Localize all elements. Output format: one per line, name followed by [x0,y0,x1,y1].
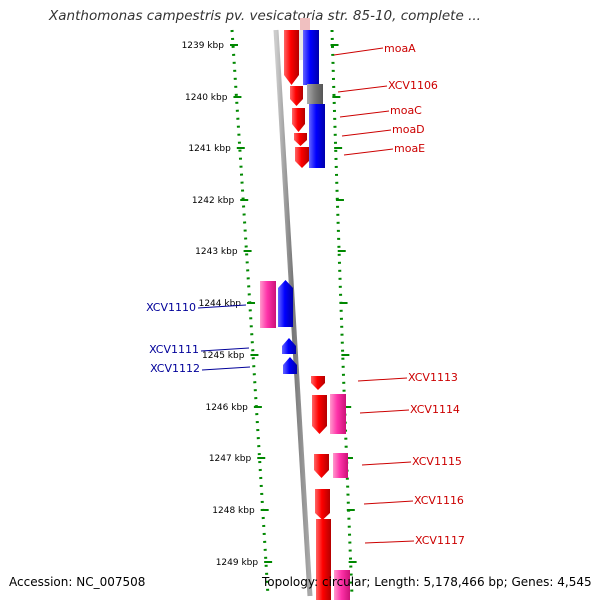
gene-xcv1116-forward[interactable] [315,489,330,520]
gene-bottom-pseudo [334,570,350,600]
gene-label-xcv1115[interactable]: XCV1115 [412,455,462,468]
gene-moaD-forward[interactable] [294,133,307,146]
ruler-tick-label: 1247 kbp [209,454,252,464]
gene-xcv1110-pseudo[interactable] [260,281,276,328]
gene-moaA-forward[interactable] [284,30,299,85]
ruler-tick-label: 1249 kbp [216,558,259,568]
leader-line [333,47,384,56]
ruler-tick-label: 1239 kbp [182,41,225,51]
gene-label-moad[interactable]: moaD [392,123,425,136]
leader-line [363,500,414,505]
ruler-tick-label: 1244 kbp [199,299,242,309]
gene-xcv1110-reverse[interactable] [278,280,293,327]
gene-xcv1114-forward[interactable] [312,395,327,434]
gene-faint-top [300,18,310,30]
gene-label-xcv1117[interactable]: XCV1117 [415,534,465,547]
gene-label-xcv1113[interactable]: XCV1113 [408,371,458,384]
ruler-dots-right [330,29,354,597]
gene-label-xcv1110[interactable]: XCV1110 [146,301,196,314]
gene-xcv1113-forward[interactable] [311,376,325,390]
gene-xcv1115-pseudo[interactable] [333,453,348,478]
ruler-tick-label: 1245 kbp [202,351,245,361]
gene-label-xcv1114[interactable]: XCV1114 [410,403,460,416]
ruler-ticks [229,44,357,563]
accession-text: Accession: NC_007508 [9,575,146,589]
leader-line [337,85,388,93]
gene-moaC-reverse[interactable] [309,104,325,168]
gene-labels: moaA XCV1106 moaC moaD moaE XCV1110 XCV1111 XCV… [146,42,465,547]
leader-line [364,540,415,544]
gene-label-xcv1112[interactable]: XCV1112 [150,362,200,375]
gene-xcv1114-pseudo[interactable] [330,394,346,434]
gene-xcv1112-reverse[interactable] [283,357,297,374]
gene-moaA-reverse[interactable] [303,30,319,85]
ruler-tick-label: 1240 kbp [185,93,228,103]
gene-xcv1117-forward[interactable] [316,519,331,600]
leader-line [341,129,392,137]
leader-line [339,110,390,118]
ruler-tick-label: 1246 kbp [205,403,248,413]
leader-line [197,304,247,309]
gene-label-moac[interactable]: moaC [390,104,422,117]
gene-xcv1106-other[interactable] [307,84,323,104]
leader-line [201,366,251,371]
ruler-tick-label: 1248 kbp [212,506,255,516]
gene-label-xcv1116[interactable]: XCV1116 [414,494,464,507]
leader-line [200,347,250,352]
gene-xcv1111-reverse[interactable] [282,338,296,354]
gene-features [260,18,350,600]
backbone-faint [296,29,306,61]
ruler-tick-label: 1242 kbp [192,196,235,206]
map-title: Xanthomonas campestris pv. vesicatoria s… [49,8,481,24]
leader-line [343,148,394,156]
leader-line [359,409,410,414]
gene-xcv1106-forward[interactable] [290,86,303,106]
gene-label-moaa[interactable]: moaA [384,42,416,55]
label-leader-lines [197,47,415,544]
ruler-tick-labels: 1239 kbp 1240 kbp 1241 kbp 1242 kbp 1243 kbp… [182,41,259,568]
gene-label-xcv1106[interactable]: XCV1106 [388,79,438,92]
leader-line [361,461,412,466]
leader-line [357,377,408,382]
gene-label-moae[interactable]: moaE [394,142,425,155]
ruler-tick-label: 1243 kbp [195,247,238,257]
gene-moaC-forward[interactable] [292,108,305,132]
genome-summary-text: Topology: circular; Length: 5,178,466 bp… [262,575,592,589]
gene-moaE-forward[interactable] [295,147,309,168]
gene-label-xcv1111[interactable]: XCV1111 [149,343,199,356]
gene-xcv1115-forward[interactable] [314,454,329,478]
ruler-tick-label: 1241 kbp [188,144,231,154]
